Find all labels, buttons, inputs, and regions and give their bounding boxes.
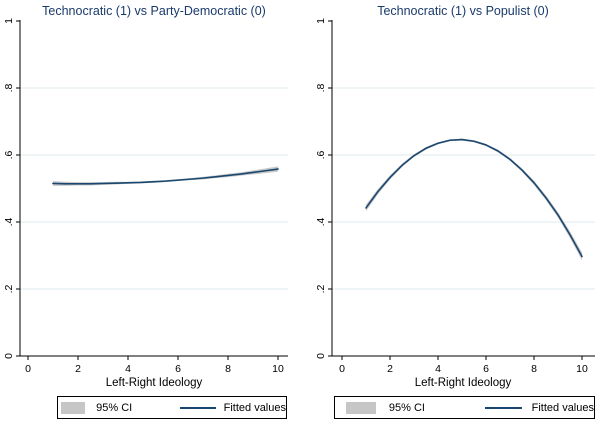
x-tick-label: 0 [25,363,31,375]
x-tick-label: 2 [75,363,81,375]
x-tick-label: 10 [576,363,588,375]
fitted-values-label: Fitted values [531,401,594,414]
ci-band [366,138,582,261]
legend-right: 95% CI Fitted values [334,396,595,419]
ci-label: 95% CI [388,401,425,414]
y-tick-label: .8 [3,83,15,92]
y-tick-label: .2 [315,284,327,293]
chart-left: Technocratic (1) vs Party-Democratic (0)… [3,4,288,389]
y-tick-label: .8 [315,83,327,92]
y-tick-label: .2 [3,284,15,293]
legend-left: 95% CI Fitted values [57,396,287,419]
y-tick-label: .6 [315,150,327,159]
y-tick-label: 1 [315,18,327,24]
y-tick-label: 1 [3,18,15,24]
x-tick-label: 4 [125,363,131,375]
x-tick-label: 0 [339,363,345,375]
x-tick-label: 4 [435,363,441,375]
chart-title: Technocratic (1) vs Populist (0) [377,4,549,18]
x-tick-label: 2 [387,363,393,375]
x-axis-title: Left-Right Ideology [415,377,512,389]
fitted-line [365,138,583,258]
fitted-line-sample [484,406,522,409]
x-tick-label: 6 [175,363,181,375]
y-tick-label: 0 [3,353,15,359]
plot-area-left: 0.2.4.6.810 2 4 6 8 10 [3,18,288,375]
ci-swatch [346,401,376,414]
y-tick-label: 0 [315,353,327,359]
ci-label: 95% CI [96,401,133,414]
y-tick-label: .4 [3,217,15,226]
x-tick-label: 10 [272,363,284,375]
x-tick-label: 6 [483,363,489,375]
chart-right: Technocratic (1) vs Populist (0) 0 .2 .4 .6… [315,4,595,389]
plot-area-right: 0.2.4.6.810 2 4 6 8 10 [315,18,595,375]
x-tick-label: 8 [225,363,231,375]
y-tick-label: .4 [315,217,327,226]
x-tick-label: 8 [531,363,537,375]
fitted-line [52,168,279,185]
fitted-line-sample [180,406,216,409]
ci-band [53,166,278,186]
fitted-values-label: Fitted values [223,401,286,414]
chart-title: Technocratic (1) vs Party-Democratic (0) [42,4,266,18]
x-axis-title: Left-Right Ideology [106,377,203,389]
ci-swatch [61,401,86,414]
y-tick-label: .6 [3,150,15,159]
